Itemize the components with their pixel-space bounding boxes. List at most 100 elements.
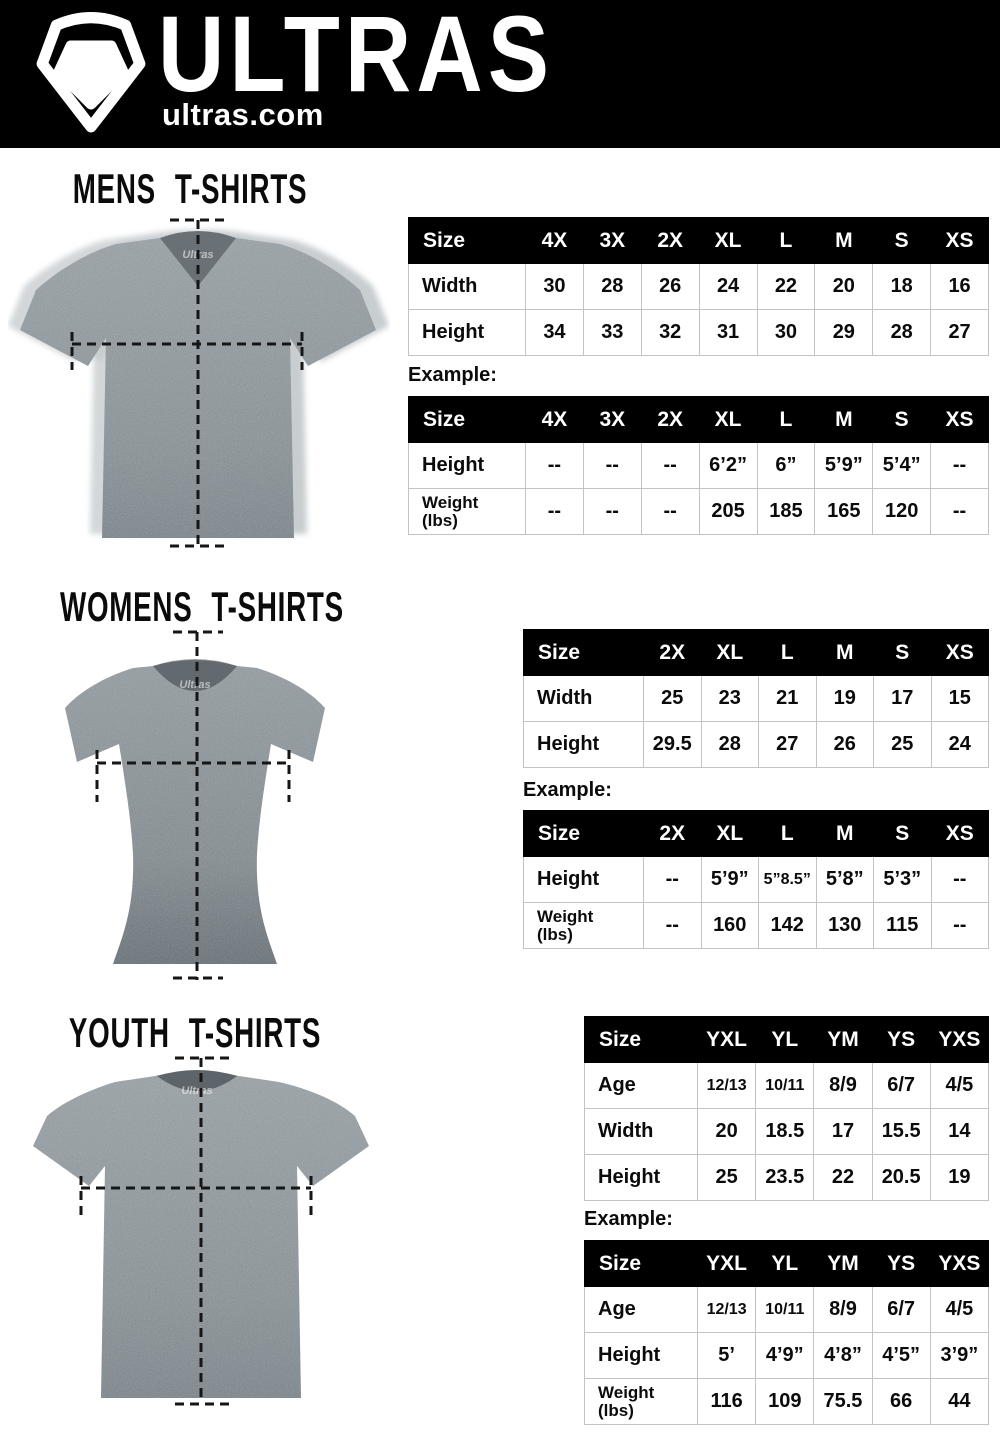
size-header: YXS [929,1240,990,1287]
size-header: 2X [643,629,702,676]
size-header: XS [930,629,989,676]
collar-label: Ultras [179,679,210,691]
size-header: 3X [582,217,642,264]
size-header: S [872,217,932,264]
size-value-cell: 5’ [696,1332,757,1379]
size-value-cell: -- [525,488,584,535]
size-value-cell: 18.5 [755,1108,815,1155]
size-value-cell: 27 [930,309,989,356]
size-column-header: Size [584,1016,698,1063]
row-label-text: Width [598,1120,654,1142]
size-value-cell: 28 [872,309,932,356]
size-header: YL [755,1016,815,1063]
size-header: S [872,396,932,443]
row-label: Height [523,856,644,903]
size-value-cell: 22 [756,263,816,310]
mens-example-table: Size 4X 3X 2X XL L M S XS Height -- -- -- 6’2” 6” 5’9” 5… [408,396,989,535]
size-header: YM [813,1016,873,1063]
size-value-cell: 8/9 [813,1286,873,1333]
size-value-cell: 23.5 [755,1154,815,1201]
row-label-text: Age [598,1074,636,1096]
row-label: Age [584,1286,698,1333]
size-value-cell: -- [582,488,642,535]
size-value-cell: 44 [929,1378,990,1425]
size-value-cell: 25 [873,721,932,768]
size-value-cell: 6/7 [871,1062,931,1109]
size-header: YM [813,1240,873,1287]
size-value-cell: 5’3” [873,856,932,903]
row-label: Width [523,675,644,722]
size-value-cell: -- [582,442,642,489]
size-value-cell: 5’4” [872,442,932,489]
size-value-cell: 25 [696,1154,757,1201]
collar-label: Ultras [181,1085,212,1097]
row-label-text: Weight [537,906,594,926]
womens-tshirt-image: Ultras [65,630,325,980]
size-header: 2X [640,396,700,443]
size-value-cell: 4’9” [755,1332,815,1379]
size-value-cell: 5’9” [700,856,759,903]
size-value-cell: 22 [813,1154,873,1201]
size-value-cell: -- [640,442,700,489]
size-header: 4X [525,217,584,264]
size-value-cell: 20 [696,1108,757,1155]
mens-measurement-lines [70,218,304,548]
size-value-cell: -- [643,902,702,949]
size-value-cell: -- [930,902,989,949]
row-label: Height [584,1332,698,1379]
size-value-cell: 10/11 [755,1286,815,1333]
brand-title: ULTRAS [158,0,555,114]
size-value-cell: 116 [696,1378,757,1425]
youth-tshirt-image: Ultras [33,1056,369,1406]
size-column-header: Size [523,810,644,857]
youth-example-label: Example: [584,1208,673,1230]
size-header: YXL [696,1240,757,1287]
row-label-sub: (lbs) [422,510,458,530]
youth-example-table: Size YXL YL YM YS YXS Age 12/13 10/11 8/9 6/7 4/5 He… [584,1240,990,1425]
size-value-cell: 12/13 [696,1286,757,1333]
womens-size-table: Size 2X XL L M S XS Width 25 23 21 19 17 15 Height 29.5… [523,629,989,768]
size-column-header: Size [584,1240,698,1287]
size-value-cell: 34 [525,309,584,356]
size-value-cell: 28 [700,721,759,768]
row-label: Height [408,309,526,356]
youth-neckline [157,1070,237,1091]
size-header: XL [698,396,758,443]
pentagon-shield-icon [36,12,146,133]
size-header: S [873,810,932,857]
size-header: YS [871,1016,931,1063]
size-header: L [758,810,817,857]
size-value-cell: 8/9 [813,1062,873,1109]
size-value-cell: 20 [814,263,874,310]
size-value-cell: 3’9” [929,1332,990,1379]
size-header: YXL [696,1016,757,1063]
size-value-cell: 16 [930,263,989,310]
row-label-sub: (lbs) [537,924,573,944]
size-value-cell: 26 [815,721,874,768]
size-value-cell: 5”8.5” [758,856,817,903]
size-header: YS [871,1240,931,1287]
row-label: Width [584,1108,698,1155]
size-column-header: Size [523,629,644,676]
row-label: Age [584,1062,698,1109]
size-value-cell: 30 [525,263,584,310]
size-header: XS [930,810,989,857]
row-label-text: Width [537,687,593,709]
size-header: XL [700,810,759,857]
size-column-header: Size [408,217,526,264]
size-header: YL [755,1240,815,1287]
row-label: Width [408,263,526,310]
size-value-cell: 24 [930,721,989,768]
row-label-text: Width [422,275,478,297]
row-label-text: Height [598,1344,661,1366]
size-value-cell: 5’8” [815,856,874,903]
womens-section-title: WOMENS T-SHIRTS [60,584,344,630]
size-value-cell: 115 [873,902,932,949]
row-label: Height [584,1154,698,1201]
size-value-cell: 185 [756,488,816,535]
size-value-cell: 30 [756,309,816,356]
size-table: Size 4X 3X 2X XL L M S XS Height -- -- -- 6’2” 6” 5’9” 5… [408,396,989,535]
row-label: Weight (lbs) [523,902,644,949]
size-value-cell: 142 [758,902,817,949]
